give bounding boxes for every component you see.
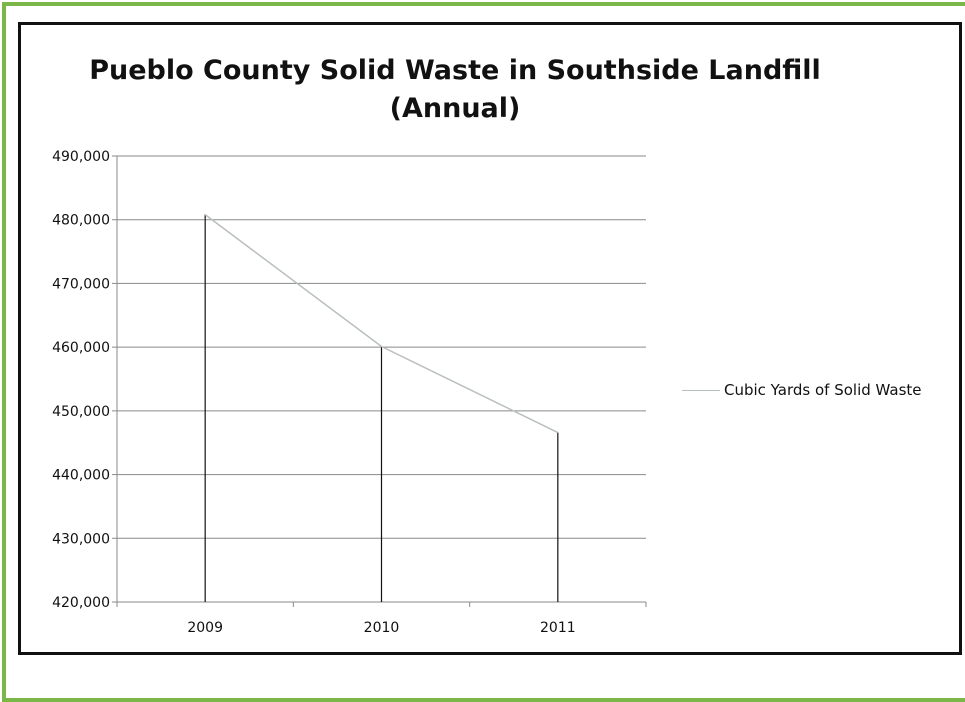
drop-lines [204, 214, 559, 602]
y-tick-label: 480,000 [52, 213, 110, 229]
series-line [204, 214, 559, 434]
y-tick-label: 490,000 [52, 149, 110, 165]
chart-title-line-1: Pueblo County Solid Waste in Southside L… [89, 55, 821, 86]
y-tick-label: 450,000 [52, 404, 110, 420]
legend-label: Cubic Yards of Solid Waste [724, 381, 922, 399]
y-tick-label: 460,000 [52, 340, 110, 356]
legend-swatch-line [682, 389, 720, 391]
chart-title-line-2: (Annual) [389, 93, 521, 124]
y-tick-label: 420,000 [52, 595, 110, 611]
x-tick-label: 2009 [187, 620, 223, 636]
axes [112, 155, 647, 607]
line-chart: 420,000 430,000 440,000 450,000 460,000 470,0… [52, 149, 647, 636]
y-tick-labels: 420,000 430,000 440,000 450,000 460,000 470,0… [52, 149, 110, 611]
x-tick-label: 2010 [364, 620, 400, 636]
legend: Cubic Yards of Solid Waste [682, 381, 922, 399]
y-tick-label: 430,000 [52, 531, 110, 547]
chart-frame [18, 22, 962, 655]
y-tick-label: 470,000 [52, 276, 110, 292]
series-lines [204, 214, 559, 434]
x-tick-labels: 2009 2010 2011 [187, 620, 575, 636]
x-tick-label: 2011 [540, 620, 576, 636]
chart-title: Pueblo County Solid Waste in Southside L… [0, 52, 910, 128]
y-tick-label: 440,000 [52, 468, 110, 484]
